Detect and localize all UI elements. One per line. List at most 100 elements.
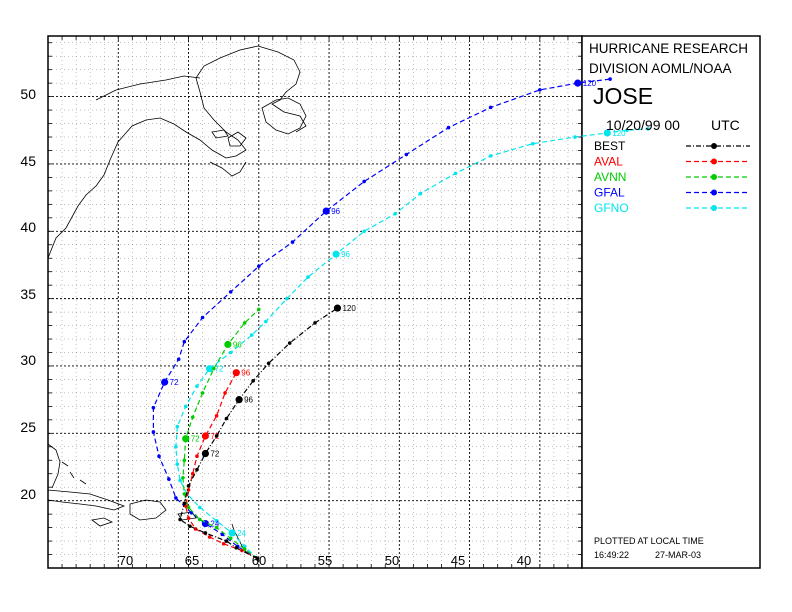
gfal-track-point bbox=[182, 339, 187, 344]
gfno-hour-label: 24 bbox=[237, 529, 246, 538]
gfno-track-point bbox=[174, 444, 178, 449]
gridlines bbox=[48, 36, 582, 568]
plot-time: 16:49:22 bbox=[594, 550, 629, 560]
gfno-track-point bbox=[178, 478, 182, 483]
gfno-track-point bbox=[214, 519, 219, 523]
legend-marker bbox=[711, 205, 717, 211]
legend-item-avnn: AVNN bbox=[594, 170, 750, 184]
avnn-hour-label: 96 bbox=[233, 340, 242, 349]
cape-breton-coastline bbox=[227, 131, 247, 147]
best-track-point bbox=[224, 539, 229, 543]
gfno-track-point bbox=[646, 127, 650, 131]
lon-tick-label: 60 bbox=[252, 553, 266, 568]
gfal-track-point bbox=[174, 496, 178, 500]
best-track-line bbox=[179, 307, 338, 560]
gfno-hour-label: 72 bbox=[215, 365, 224, 374]
gfal-track-point bbox=[322, 207, 330, 215]
legend-label: GFNO bbox=[594, 201, 629, 215]
legend-item-gfal: GFAL bbox=[594, 186, 750, 200]
avnn-track-point bbox=[182, 458, 187, 463]
gfal-track-point bbox=[608, 77, 612, 81]
forecast-datetime: 10/20/99 00 bbox=[606, 117, 680, 133]
coastlines bbox=[47, 45, 307, 553]
legend-marker bbox=[711, 189, 717, 196]
aval-track-point bbox=[207, 535, 212, 539]
best-track-point bbox=[287, 341, 292, 345]
lat-tick-label: 50 bbox=[20, 86, 36, 102]
gfno-track-point bbox=[183, 404, 188, 409]
legend-label: GFAL bbox=[594, 186, 625, 200]
best-track-point bbox=[333, 304, 342, 312]
quebec-coastline bbox=[95, 75, 201, 101]
lat-tick-label: 20 bbox=[20, 486, 36, 502]
avnn-track-point bbox=[190, 415, 195, 419]
org-line-2: DIVISION AOML/NOAA bbox=[589, 61, 732, 76]
gfno-track-point bbox=[206, 365, 214, 373]
gfno-track: 24 72 96 120 bbox=[174, 127, 650, 561]
best-track-point bbox=[251, 378, 255, 383]
gfal-track-point bbox=[538, 88, 542, 92]
gfno-track-point bbox=[197, 505, 202, 510]
cuba-coastline bbox=[47, 489, 126, 511]
pei-coastline bbox=[211, 129, 229, 139]
gfal-track-point bbox=[256, 264, 261, 269]
best-track-point bbox=[234, 545, 239, 550]
gfal-hour-label: 24 bbox=[210, 520, 219, 529]
aval-track-point bbox=[186, 488, 191, 492]
avnn-track-point bbox=[181, 475, 185, 480]
gfno-track-point bbox=[453, 171, 458, 176]
lat-tick-label: 40 bbox=[20, 219, 36, 235]
best-track-point bbox=[186, 484, 191, 488]
avnn-track-point bbox=[224, 340, 232, 349]
gfno-track-point bbox=[488, 154, 493, 158]
best-track-point bbox=[255, 556, 260, 561]
best-track-point bbox=[224, 416, 229, 421]
avnn-track-point bbox=[242, 321, 247, 325]
avnn-track-point bbox=[212, 366, 216, 371]
aval-track-point bbox=[190, 471, 195, 476]
avnn-track-point bbox=[197, 517, 202, 522]
aval-track-point bbox=[221, 541, 226, 546]
best-track-point bbox=[266, 361, 271, 366]
gfal-hour-label: 72 bbox=[170, 378, 179, 387]
gfno-track-point bbox=[306, 275, 310, 279]
gfal-track-point bbox=[228, 290, 233, 294]
plotted-note: PLOTTED AT LOCAL TIME bbox=[594, 536, 704, 546]
aval-track-point bbox=[232, 369, 240, 377]
best-track-point bbox=[195, 467, 199, 472]
gfal-track-point bbox=[290, 240, 295, 244]
gfno-track-point bbox=[573, 135, 577, 139]
aval-track-point bbox=[214, 414, 219, 418]
org-line-1: HURRICANE RESEARCH bbox=[589, 41, 748, 56]
gfno-track-point bbox=[332, 250, 340, 258]
legend-marker bbox=[711, 158, 717, 165]
aval-track-point bbox=[201, 432, 209, 440]
legend-label: BEST bbox=[594, 139, 626, 153]
gfno-track-point bbox=[603, 129, 611, 137]
avnn-track-point bbox=[256, 307, 261, 312]
lon-tick-label: 65 bbox=[185, 553, 199, 568]
gfal-track-point bbox=[446, 125, 451, 130]
avnn-track-point bbox=[186, 505, 191, 510]
lon-tick-labels: 70 65 60 55 50 45 40 bbox=[119, 553, 531, 568]
lat-tick-label: 45 bbox=[20, 153, 36, 169]
legend-item-gfno: GFNO bbox=[594, 201, 750, 215]
gfno-track-point bbox=[362, 229, 366, 234]
lon-tick-label: 55 bbox=[318, 553, 332, 568]
gfno-track-point bbox=[531, 141, 535, 146]
gfno-track-point bbox=[418, 191, 423, 196]
gfno-hour-label: 96 bbox=[341, 250, 350, 259]
avnn-track-line bbox=[182, 308, 260, 560]
best-track-point bbox=[313, 321, 317, 325]
florida-coastline bbox=[47, 443, 61, 489]
best-track-point bbox=[182, 501, 187, 506]
gfal-track-point bbox=[161, 378, 169, 386]
lon-tick-label: 45 bbox=[451, 553, 465, 568]
avnn-track-point bbox=[182, 492, 187, 496]
best-track-point bbox=[235, 396, 243, 404]
avnn-track-point bbox=[242, 547, 247, 551]
gfno-track-point bbox=[195, 384, 199, 388]
gfno-track-point bbox=[285, 296, 289, 301]
